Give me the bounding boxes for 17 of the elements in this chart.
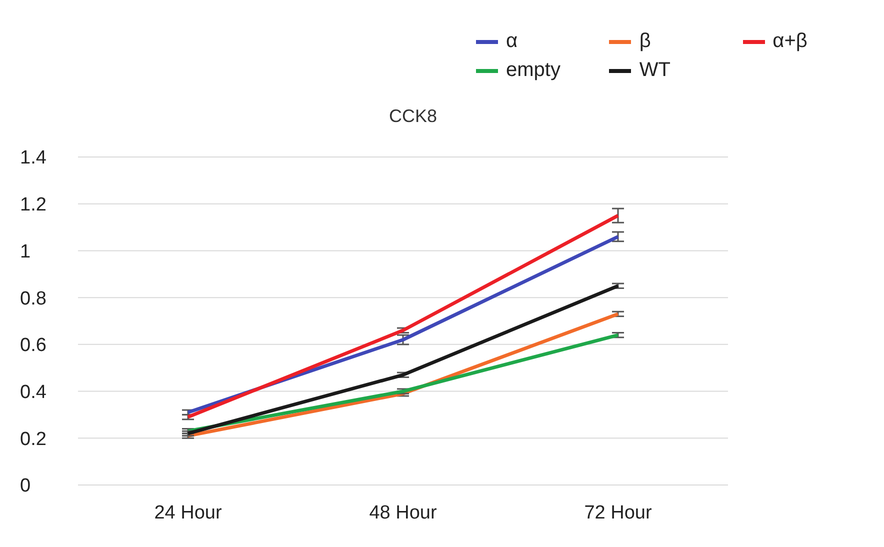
x-tick-label: 24 Hour xyxy=(154,502,222,524)
x-tick-label: 72 Hour xyxy=(584,502,652,524)
y-tick-label: 0.8 xyxy=(20,288,46,310)
y-tick-label: 0.4 xyxy=(20,382,47,404)
chart-title: CCK8 xyxy=(388,106,438,127)
legend-label: α xyxy=(506,30,518,53)
y-tick-label: 1.4 xyxy=(20,148,47,169)
y-tick-label: 0 xyxy=(20,476,31,497)
legend-label: WT xyxy=(639,59,670,82)
legend-label: α+β xyxy=(772,30,808,53)
y-tick-label: 0.6 xyxy=(20,335,46,356)
legend-label: β xyxy=(639,30,651,53)
y-tick-label: 0.2 xyxy=(20,428,46,450)
y-tick-label: 1.2 xyxy=(20,194,46,216)
x-tick-label: 48 Hour xyxy=(369,502,438,524)
y-tick-label: 1 xyxy=(20,241,31,262)
legend-label: empty xyxy=(506,59,560,82)
